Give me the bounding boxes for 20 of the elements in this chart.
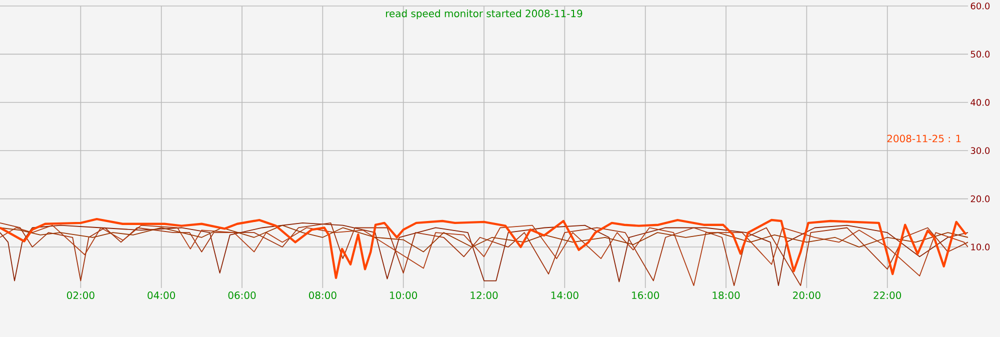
x-tick-label: 16:00 — [632, 292, 660, 300]
x-tick-label: 10:00 — [390, 292, 418, 300]
line-series — [0, 218, 968, 279]
y-tick-label: 40.0 — [970, 99, 990, 106]
y-tick-label: 10.0 — [971, 244, 990, 250]
x-tick-label: 22:00 — [874, 292, 902, 300]
y-tick-label: 50.0 — [970, 50, 990, 58]
y-tick-label: 20.0 — [970, 195, 990, 202]
x-tick-label: 04:00 — [148, 292, 176, 300]
x-tick-label: 02:00 — [66, 292, 94, 300]
x-tick-label: 08:00 — [308, 292, 336, 300]
y-tick-label: 60.0 — [970, 2, 990, 10]
y-tick-label: 30.0 — [970, 147, 990, 154]
x-tick-label: 06:00 — [228, 292, 256, 300]
x-tick-label: 14:00 — [551, 292, 578, 300]
chart-title: read speed monitor started 2008-11-19 — [386, 10, 582, 20]
text: 2008-11-25 : 1 — [887, 134, 961, 142]
x-tick-label: 12:00 — [470, 292, 498, 300]
x-tick-label: 20:00 — [793, 292, 820, 300]
x-tick-label: 18:00 — [712, 292, 740, 300]
